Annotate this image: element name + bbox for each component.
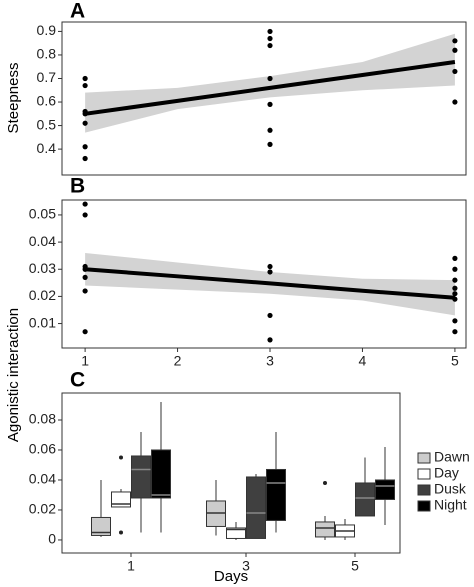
panel-label: C: [70, 369, 85, 392]
point: [82, 266, 88, 272]
point: [267, 141, 273, 147]
point: [82, 144, 88, 150]
outlier: [323, 480, 327, 485]
point: [452, 277, 458, 283]
point: [82, 288, 88, 294]
box: [131, 455, 151, 499]
point: [82, 111, 88, 117]
point: [267, 269, 273, 275]
point: [82, 120, 88, 126]
x-tick-label: 2: [174, 353, 182, 369]
point: [267, 127, 273, 133]
point: [82, 274, 88, 280]
point: [267, 312, 273, 319]
point: [452, 47, 458, 53]
point: [267, 263, 273, 270]
point: [82, 201, 88, 207]
legend-swatch: [417, 452, 431, 464]
point: [452, 296, 458, 302]
point: [452, 99, 458, 105]
point: [452, 255, 458, 261]
point: [82, 212, 88, 218]
point: [452, 318, 458, 324]
x-tick-label: 5: [451, 353, 459, 369]
point: [267, 101, 273, 107]
y-tick-label: 0.04: [29, 471, 56, 487]
y-axis-title: Agonistic interaction: [5, 308, 22, 442]
x-tick-label: 4: [359, 353, 367, 369]
y-tick-label: 0.05: [29, 206, 56, 222]
plot-frame: [61, 199, 467, 349]
box: [355, 482, 375, 517]
y-tick-label: 0.08: [29, 411, 56, 427]
x-tick-label: 3: [242, 558, 250, 574]
plot-frame: [61, 392, 401, 554]
fit-line: [84, 267, 456, 300]
point: [267, 35, 273, 42]
legend-swatch: [417, 484, 431, 496]
legend-label: Dawn: [434, 449, 470, 465]
point: [452, 266, 458, 272]
point: [82, 155, 88, 162]
y-tick-label: 0.02: [29, 287, 56, 303]
x-tick-label: 1: [127, 558, 135, 574]
box: [266, 468, 286, 521]
outlier: [119, 455, 123, 460]
point: [452, 38, 458, 44]
y-tick-label: 0.4: [37, 140, 57, 156]
y-tick-label: 0.5: [37, 116, 57, 132]
panel-label: B: [70, 175, 85, 198]
x-tick-label: 1: [81, 353, 89, 369]
legend-label: Dusk: [434, 481, 467, 497]
legend-label: Night: [434, 497, 467, 513]
y-tick-label: 0.04: [29, 233, 56, 249]
point: [267, 337, 273, 343]
y-tick-label: 0.6: [37, 93, 57, 109]
point: [452, 329, 458, 335]
box: [375, 479, 395, 500]
y-tick-label: 0.06: [29, 441, 56, 457]
x-axis-title: Days: [214, 568, 248, 585]
point: [267, 42, 273, 49]
y-tick-label: 0.7: [37, 69, 57, 85]
y-tick-label: 0.8: [37, 46, 57, 62]
legend-swatch: [417, 468, 431, 480]
y-tick-label: 0.01: [29, 314, 56, 330]
box: [315, 521, 335, 538]
point: [452, 68, 458, 75]
box: [151, 449, 171, 499]
point: [267, 28, 273, 35]
legend-swatch: [417, 500, 431, 512]
point: [82, 82, 88, 89]
x-tick-label: 3: [266, 353, 274, 369]
y-tick-label: 0: [48, 531, 56, 547]
fit-line: [84, 60, 456, 116]
point: [82, 329, 88, 335]
box: [91, 516, 111, 536]
point: [82, 75, 88, 82]
confidence-band: [85, 33, 455, 133]
point: [452, 291, 458, 297]
plot-frame: [61, 21, 467, 176]
point: [452, 285, 458, 291]
point: [267, 75, 273, 82]
y-tick-label: 0.02: [29, 501, 56, 517]
legend-label: Day: [434, 465, 459, 481]
panel-label: A: [70, 0, 85, 23]
y-tick-label: 0.9: [37, 22, 57, 38]
box: [226, 527, 246, 539]
outlier: [119, 530, 123, 535]
y-tick-label: 0.03: [29, 260, 56, 276]
box: [246, 476, 266, 539]
y-axis-title: Steepness: [5, 63, 22, 134]
x-tick-label: 5: [351, 558, 359, 574]
